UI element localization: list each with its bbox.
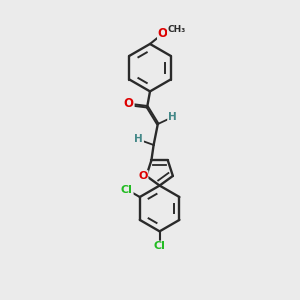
Text: Cl: Cl bbox=[154, 242, 166, 251]
Text: O: O bbox=[158, 27, 168, 40]
Text: O: O bbox=[138, 171, 148, 181]
Text: H: H bbox=[168, 112, 177, 122]
Text: CH₃: CH₃ bbox=[168, 25, 186, 34]
Text: Cl: Cl bbox=[121, 185, 133, 195]
Text: O: O bbox=[124, 98, 134, 110]
Text: H: H bbox=[134, 134, 143, 144]
